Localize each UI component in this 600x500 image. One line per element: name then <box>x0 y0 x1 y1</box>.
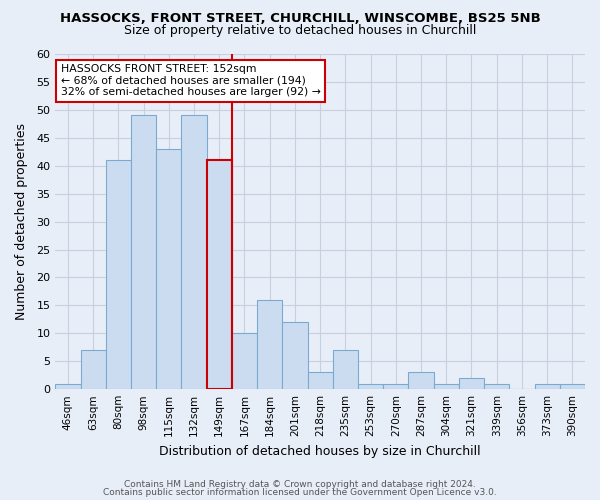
Bar <box>459 378 484 389</box>
Bar <box>434 384 459 389</box>
Text: Contains HM Land Registry data © Crown copyright and database right 2024.: Contains HM Land Registry data © Crown c… <box>124 480 476 489</box>
Bar <box>535 384 560 389</box>
Text: Size of property relative to detached houses in Churchill: Size of property relative to detached ho… <box>124 24 476 37</box>
Y-axis label: Number of detached properties: Number of detached properties <box>15 123 28 320</box>
Bar <box>484 384 509 389</box>
Bar <box>383 384 409 389</box>
Bar <box>232 334 257 389</box>
Bar <box>560 384 585 389</box>
Bar <box>409 372 434 389</box>
Text: HASSOCKS FRONT STREET: 152sqm
← 68% of detached houses are smaller (194)
32% of : HASSOCKS FRONT STREET: 152sqm ← 68% of d… <box>61 64 320 98</box>
Bar <box>55 384 80 389</box>
Bar <box>308 372 333 389</box>
X-axis label: Distribution of detached houses by size in Churchill: Distribution of detached houses by size … <box>160 444 481 458</box>
Bar <box>106 160 131 389</box>
Bar <box>358 384 383 389</box>
Text: Contains public sector information licensed under the Government Open Licence v3: Contains public sector information licen… <box>103 488 497 497</box>
Bar <box>257 300 283 389</box>
Bar <box>206 160 232 389</box>
Bar <box>333 350 358 389</box>
Bar <box>181 116 206 389</box>
Bar <box>80 350 106 389</box>
Bar <box>283 322 308 389</box>
Text: HASSOCKS, FRONT STREET, CHURCHILL, WINSCOMBE, BS25 5NB: HASSOCKS, FRONT STREET, CHURCHILL, WINSC… <box>59 12 541 26</box>
Bar <box>131 116 156 389</box>
Bar <box>156 149 181 389</box>
